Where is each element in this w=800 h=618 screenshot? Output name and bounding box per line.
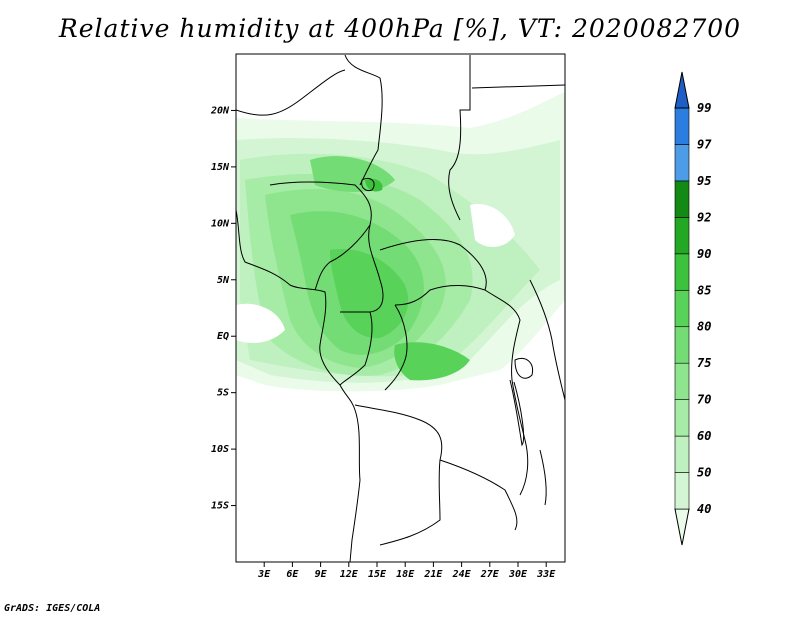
colorbar-segment: [674, 399, 690, 437]
lake-chad: [361, 177, 375, 191]
lon-label: 18E: [396, 569, 415, 580]
lon-label: 9E: [315, 569, 328, 580]
lat-label: EQ: [217, 331, 229, 342]
lat-label: 20N: [210, 105, 230, 116]
border-drc-east: [484, 289, 529, 496]
humidity-field: [236, 92, 565, 392]
border-nigeria: [269, 181, 372, 291]
colorbar-segment: [674, 180, 690, 218]
colorbar-label: 85: [697, 283, 711, 297]
colorbar-segment: [674, 435, 690, 473]
lon-label: 6E: [286, 569, 299, 580]
lon-label: 12E: [340, 569, 359, 580]
colorbar-label: 70: [697, 393, 711, 407]
border-zambia: [439, 459, 518, 531]
lon-label: 24E: [452, 569, 472, 580]
lon-label: 30E: [508, 569, 528, 580]
border-angola: [354, 404, 443, 546]
lake-victoria: [514, 357, 534, 379]
lat-label: 5N: [217, 275, 230, 286]
chart-title: Relative humidity at 400hPa [%], VT: 202…: [58, 14, 742, 43]
border-libya-chad: [344, 54, 383, 186]
latitude-axis: 20N 15N 10N 5N EQ 5S 10S 15S: [210, 105, 236, 512]
longitude-axis: 3E 6E 9E 12E 15E 18E 21E 24E 27E 30E 33E: [257, 562, 556, 580]
coastline-west-africa: [236, 209, 361, 562]
lake-malawi: [539, 449, 547, 506]
lat-label: 15S: [211, 501, 229, 512]
lon-label: 3E: [257, 569, 271, 580]
border-egypt-sudan: [448, 55, 471, 221]
colorbar-segment: [674, 508, 690, 546]
border-sudan-east: [471, 84, 565, 89]
lat-label: 10N: [211, 218, 230, 229]
colorbar-label: 97: [697, 137, 712, 151]
colorbar-segment: [674, 144, 690, 182]
rh-85-region: [330, 249, 409, 339]
colorbar-segment: [674, 289, 690, 328]
lon-label: 27E: [480, 569, 500, 580]
colorbar-label: 95: [697, 174, 711, 188]
colorbar-segment: [674, 362, 690, 400]
dry-patch: [470, 204, 515, 247]
border-east-africa: [529, 279, 565, 401]
map-frame: [235, 53, 566, 563]
colorbar-label: 92: [697, 210, 711, 224]
lat-label: 10S: [211, 444, 229, 455]
colorbar-segment: [674, 472, 690, 510]
border-algeria-niger: [236, 69, 346, 116]
colorbar-label: 50: [697, 466, 711, 480]
lon-label: 15E: [368, 569, 387, 580]
colorbar-label: 99: [697, 101, 711, 115]
colorbar: 40 50 60 70 75 80 85 90 92 95 97 99: [674, 71, 712, 546]
lon-label: 33E: [536, 569, 556, 580]
country-borders: [236, 54, 565, 562]
border-car: [379, 239, 487, 306]
colorbar-segment: [674, 217, 690, 255]
colorbar-label: 90: [697, 247, 711, 261]
colorbar-segment: [674, 71, 690, 109]
colorbar-label: 40: [697, 502, 711, 516]
lat-label: 5S: [217, 388, 229, 399]
colorbar-label: 60: [697, 429, 711, 443]
lat-label: 15N: [211, 162, 230, 173]
colorbar-segment: [674, 253, 690, 291]
border-cameroon: [340, 224, 384, 313]
dry-patch-west: [236, 303, 285, 343]
colorbar-label: 80: [697, 320, 711, 334]
colorbar-segment: [674, 326, 690, 364]
grads-credit: GrADS: IGES/COLA: [4, 603, 101, 614]
colorbar-label: 75: [697, 356, 711, 370]
border-congo-drc: [339, 304, 408, 391]
lon-label: 21E: [423, 569, 443, 580]
rh-85-region-east: [394, 342, 470, 381]
colorbar-segment: [674, 107, 690, 145]
lake-tanganyika: [509, 379, 525, 447]
